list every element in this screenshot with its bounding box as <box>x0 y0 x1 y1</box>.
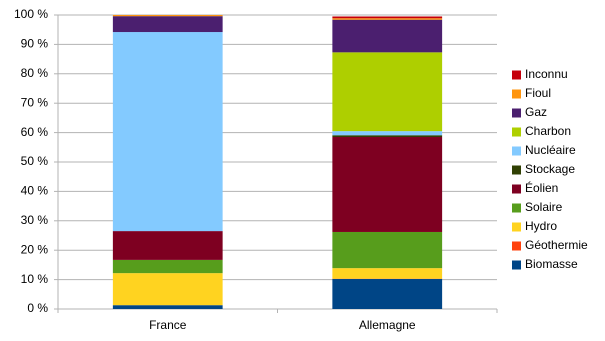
legend-label: Biomasse <box>525 257 578 271</box>
legend-swatch <box>512 165 521 175</box>
legend-swatch <box>512 127 521 137</box>
y-tick-label: 90 % <box>21 37 49 51</box>
bar-segment <box>332 16 443 19</box>
bar-segment <box>112 15 223 17</box>
legend-label: Fioul <box>525 86 551 100</box>
y-tick-label: 100 % <box>14 7 48 21</box>
legend-swatch <box>512 184 521 194</box>
legend-label: Gaz <box>525 105 547 119</box>
bar-segment <box>332 19 443 53</box>
bar-segment <box>332 131 443 136</box>
x-tick-label: Allemagne <box>359 318 416 332</box>
x-tick-label: France <box>149 318 187 332</box>
y-tick-label: 10 % <box>21 272 49 286</box>
bar-segment <box>332 135 443 138</box>
y-tick-label: 20 % <box>21 242 49 256</box>
legend-label: Inconnu <box>525 67 568 81</box>
y-tick-label: 30 % <box>21 213 49 227</box>
bar-segment <box>332 18 443 20</box>
bar-segment <box>112 32 223 232</box>
bar-segment <box>332 231 443 269</box>
y-tick-label: 60 % <box>21 125 49 139</box>
bar-segment <box>112 16 223 33</box>
legend-swatch <box>512 222 521 232</box>
legend-swatch <box>512 203 521 213</box>
y-tick-label: 50 % <box>21 154 49 168</box>
bar-segment <box>112 273 223 306</box>
bar-segment <box>332 279 443 309</box>
legend-swatch <box>512 89 521 99</box>
legend-label: Éolien <box>525 180 558 195</box>
legend-swatch <box>512 70 521 80</box>
y-tick-label: 40 % <box>21 184 49 198</box>
y-tick-label: 0 % <box>27 301 48 315</box>
legend-swatch <box>512 108 521 118</box>
bar-segment <box>112 259 223 274</box>
legend-label: Charbon <box>525 124 571 138</box>
legend-label: Nucléaire <box>525 143 576 157</box>
legend-label: Géothermie <box>525 238 588 252</box>
legend-label: Hydro <box>525 219 557 233</box>
legend-swatch <box>512 146 521 156</box>
y-tick-label: 80 % <box>21 66 49 80</box>
bar-segment <box>332 52 443 132</box>
bar-segment <box>332 268 443 279</box>
bar-segment <box>112 231 223 260</box>
legend-swatch <box>512 260 521 270</box>
legend-swatch <box>512 241 521 251</box>
bar-segment <box>332 137 443 232</box>
y-tick-label: 70 % <box>21 95 49 109</box>
bar-segment <box>112 305 223 309</box>
legend-label: Stockage <box>525 162 575 176</box>
legend-label: Solaire <box>525 200 563 214</box>
